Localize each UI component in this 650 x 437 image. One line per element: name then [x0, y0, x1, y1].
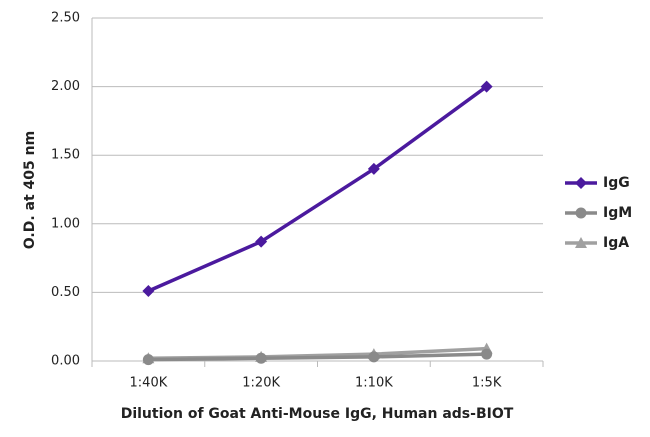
data-point — [480, 80, 493, 93]
x-tick-label: 1:5K — [472, 376, 502, 391]
data-point — [142, 354, 154, 366]
y-tick-label: 1.00 — [51, 216, 80, 231]
legend-label: IgM — [603, 205, 632, 221]
y-tick-label: 0.50 — [51, 285, 80, 300]
y-tick-label: 2.00 — [51, 79, 80, 94]
y-axis-title: O.D. at 405 nm — [22, 131, 38, 249]
x-tick-label: 1:20K — [242, 376, 280, 391]
y-tick-label: 2.50 — [51, 11, 80, 26]
data-point — [142, 285, 155, 298]
data-point — [255, 235, 268, 248]
y-tick-label: 1.50 — [51, 148, 80, 163]
legend-marker — [575, 207, 587, 219]
series-line — [148, 352, 487, 362]
data-point — [367, 162, 380, 175]
legend-marker — [575, 237, 587, 248]
legend-label: IgG — [603, 175, 630, 191]
legend-marker — [575, 177, 587, 189]
data-point — [368, 351, 380, 363]
data-point — [481, 348, 493, 360]
x-axis-title: Dilution of Goat Anti-Mouse IgG, Human a… — [121, 406, 514, 422]
x-tick-label: 1:40K — [130, 376, 168, 391]
legend-label: IgA — [603, 235, 629, 251]
series-line — [147, 85, 488, 293]
y-tick-label: 0.00 — [51, 354, 80, 369]
data-point — [255, 352, 267, 364]
x-tick-label: 1:10K — [355, 376, 393, 391]
